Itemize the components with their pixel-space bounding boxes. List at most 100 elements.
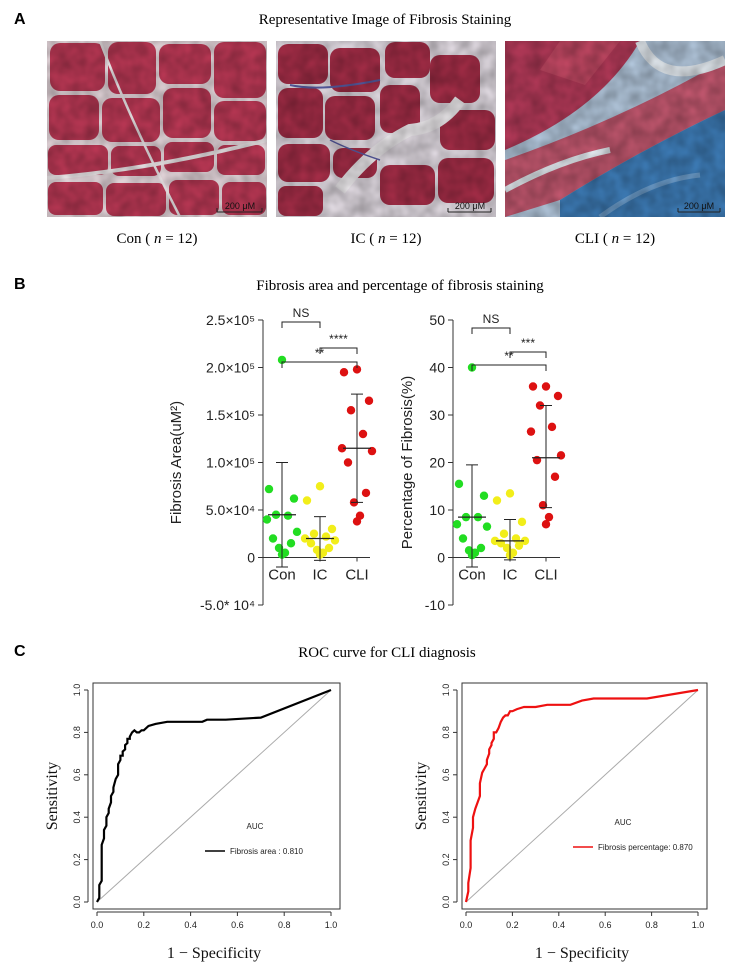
y-tick-label: 0.2 <box>72 853 82 866</box>
data-point <box>541 520 551 529</box>
plot-frame <box>92 682 341 910</box>
data-point <box>302 496 312 505</box>
data-point <box>364 396 374 405</box>
y-tick-label: 0.4 <box>441 811 451 824</box>
x-axis-label: 1 − Specificity <box>535 945 629 962</box>
x-axis-label: 1 − Specificity <box>167 945 261 962</box>
data-point <box>327 524 337 534</box>
x-tick-label: 0.8 <box>278 920 291 930</box>
y-tick-label: 1.0 <box>441 684 451 697</box>
x-tick-label: 0.2 <box>506 920 519 930</box>
data-point <box>541 382 551 391</box>
histology-image-ic <box>276 41 496 217</box>
data-point <box>283 511 293 520</box>
x-tick-label: CLI <box>345 567 368 584</box>
y-tick-label: 0.0 <box>72 896 82 909</box>
panel-a-title: Representative Image of Fibrosis Stainin… <box>259 12 512 28</box>
data-point <box>289 494 299 503</box>
plot-frame <box>461 682 708 910</box>
data-point <box>514 541 524 550</box>
y-axis-label: Sensitivity <box>413 762 430 830</box>
x-tick-label: 0.8 <box>645 920 658 930</box>
data-point <box>458 534 468 543</box>
data-point <box>292 527 302 537</box>
data-point <box>309 529 319 538</box>
scale-bar-label-con: 200 μM <box>225 201 255 211</box>
y-axis-label: Sensitivity <box>44 762 61 830</box>
data-point <box>262 515 272 524</box>
data-point <box>479 491 489 500</box>
y-tick-label: -10 <box>425 597 445 613</box>
x-tick-label: IC <box>313 567 328 584</box>
data-point <box>502 543 512 553</box>
data-point <box>367 446 377 456</box>
x-tick-label: 0.4 <box>184 920 197 930</box>
y-tick-label: 1.5×10⁵ <box>206 407 255 423</box>
data-point <box>321 532 331 541</box>
histology-image-con <box>47 41 267 217</box>
y-tick-label: 2.0×10⁵ <box>206 360 255 376</box>
data-point <box>544 512 554 522</box>
chart-fibrosis-percentage: 50 40 30 20 10 0 -10 Con IC CLI Percentage of Fibr… <box>399 312 566 613</box>
significance-bracket <box>471 327 511 334</box>
panel-a-letter: A <box>14 11 26 28</box>
histology-image-cli <box>505 41 725 217</box>
data-point <box>553 391 563 401</box>
data-point <box>346 406 356 415</box>
x-tick-label: CLI <box>534 567 557 584</box>
data-point <box>547 422 557 432</box>
y-tick-label: 0.6 <box>72 769 82 782</box>
panel-c-letter: C <box>14 643 26 660</box>
scale-bar-label-cli: 200 μM <box>684 201 714 211</box>
y-axis-label: Fibrosis Area(uM²) <box>168 401 185 524</box>
reference-diagonal <box>465 689 699 903</box>
panel-a: A Representative Image of Fibrosis Stain… <box>14 11 725 247</box>
data-point <box>286 539 296 548</box>
data-point <box>526 427 536 436</box>
x-tick-label: Con <box>458 567 486 584</box>
x-tick-label: 0.2 <box>138 920 151 930</box>
y-tick-label: 0.8 <box>441 726 451 739</box>
data-point <box>520 536 530 546</box>
significance-label: ** <box>504 349 514 363</box>
data-point <box>352 517 362 526</box>
y-tick-label: 1.0 <box>72 684 82 697</box>
significance-label: NS <box>293 306 310 320</box>
data-point <box>300 534 310 543</box>
significance-bracket <box>281 321 321 328</box>
y-tick-label: 1.0×10⁵ <box>206 455 255 471</box>
x-tick-label: 0.6 <box>231 920 244 930</box>
significance-label: *** <box>521 336 535 350</box>
data-point <box>482 522 492 531</box>
y-tick-label: 20 <box>429 455 445 471</box>
data-point <box>343 458 353 467</box>
y-tick-label: 0.8 <box>72 726 82 739</box>
significance-bracket <box>281 361 358 368</box>
roc-chart-fibrosis-area: 0.0 0.2 0.4 0.6 0.8 1.0 0.0 0.2 0.4 0.6 0.8 1.0 1 − … <box>44 682 341 962</box>
data-point <box>452 520 462 529</box>
roc-curve <box>464 688 699 903</box>
y-tick-label: 0.2 <box>441 853 451 866</box>
chart-fibrosis-area: 2.5×10⁵ 2.0×10⁵ 1.5×10⁵ 1.0×10⁵ 5.0×10⁴ 0 -5.0… <box>168 306 377 613</box>
panel-b-title: Fibrosis area and percentage of fibrosis… <box>256 278 544 294</box>
data-point <box>499 529 509 538</box>
y-tick-label: 0 <box>437 550 445 566</box>
y-tick-label: 0.4 <box>72 811 82 824</box>
data-point <box>264 484 274 494</box>
data-point <box>268 534 278 543</box>
panel-c-title: ROC curve for CLI diagnosis <box>298 645 476 661</box>
legend-title: AUC <box>247 822 264 831</box>
x-tick-label: 0.4 <box>553 920 566 930</box>
data-point <box>324 543 334 553</box>
caption-con: Con ( n = 12) <box>117 231 198 247</box>
legend-label: Fibrosis percentage: 0.870 <box>598 843 693 852</box>
data-point <box>339 368 349 377</box>
data-point <box>330 536 340 545</box>
significance-bracket <box>471 364 547 371</box>
significance-bracket <box>509 351 547 358</box>
panel-b-letter: B <box>14 276 26 293</box>
y-tick-label: 0.6 <box>441 769 451 782</box>
data-point <box>315 482 325 491</box>
y-tick-label: 0 <box>247 550 255 566</box>
